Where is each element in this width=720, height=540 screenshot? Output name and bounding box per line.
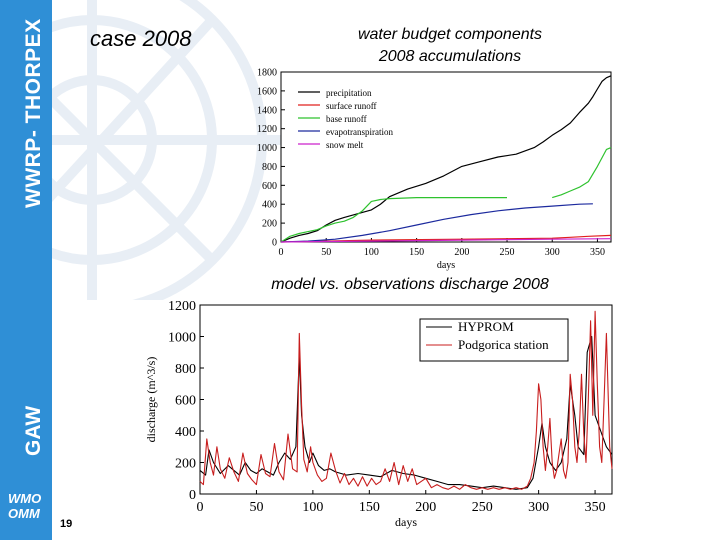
chart1-series-surface-runoff <box>280 234 612 243</box>
chart2-x-tick-label: 300 <box>528 500 549 515</box>
chart1-x-tick-label: 100 <box>364 247 379 258</box>
chart2-legend-label: Podgorica station <box>458 337 549 352</box>
chart2-series-hyprom <box>199 335 613 490</box>
chart1-x-tick-label: 350 <box>590 247 605 258</box>
chart2-x-tick-label: 100 <box>302 500 323 515</box>
logo-line-1: WMO <box>8 491 42 506</box>
chart2-y-tick-label: 0 <box>189 488 196 503</box>
chart2-y-axis-label: discharge (m^3/s) <box>144 357 158 443</box>
case-label: case 2008 <box>90 26 192 51</box>
chart2-y-tick-label: 200 <box>175 456 196 471</box>
org-label-top: WWRP- THORPEX <box>22 18 45 208</box>
chart2-x-tick-label: 350 <box>585 500 606 515</box>
chart1-x-axis-label: days <box>437 260 455 271</box>
chart1-x-tick-label: 50 <box>321 247 331 258</box>
chart2-legend-box <box>419 318 569 362</box>
chart2-series-podgorica-station <box>199 310 613 490</box>
globe-watermark-icon <box>52 0 282 300</box>
chart1-legend-label: base runoff <box>326 114 367 124</box>
chart2-plot-frame <box>199 304 613 495</box>
chart2-x-tick-label: 50 <box>249 500 263 515</box>
logo-line-2: OMM <box>8 506 40 521</box>
chart2-y-tick-label: 600 <box>175 393 196 408</box>
chart1-legend-label: surface runoff <box>326 101 377 111</box>
chart1-series-snow-melt <box>280 238 612 243</box>
bottom-chart-title: model vs. observations discharge 2008 <box>271 276 549 293</box>
chart2-y-tick-label: 1000 <box>168 330 196 345</box>
chart1-x-tick-label: 200 <box>454 247 469 258</box>
chart2-y-tick-label: 400 <box>175 425 196 440</box>
chart1-x-tick-label: 150 <box>409 247 424 258</box>
chart2-x-tick-label: 150 <box>359 500 380 515</box>
chart1-series-evapotranspiration <box>281 204 611 242</box>
chart1-series-base-runoff <box>280 147 612 243</box>
chart2-x-axis-label: days <box>395 515 417 529</box>
chart1-plot-frame <box>280 71 612 243</box>
chart2-x-tick-label: 0 <box>197 500 204 515</box>
chart2-y-tick-label: 1200 <box>168 299 196 314</box>
chart1-legend-label: snow melt <box>326 140 364 150</box>
chart2-legend-label: HYPROM <box>458 319 514 334</box>
chart1-x-tick-label: 300 <box>545 247 560 258</box>
top-chart-title: water budget components 2008 accumulatio… <box>300 24 600 68</box>
org-label-bottom: GAW <box>22 405 45 456</box>
chart1-legend-label: precipitation <box>326 88 372 98</box>
page-number: 19 <box>60 518 73 530</box>
top-chart-title-line2: 2008 accumulations <box>378 48 522 65</box>
wmo-logo-text: WMO OMM <box>8 491 41 521</box>
sidebar-band: WWRP- THORPEX GAW WMO OMM <box>0 0 52 540</box>
chart1-x-tick-label: 250 <box>500 247 515 258</box>
chart1-legend-label: evapotranspiration <box>326 127 393 137</box>
chart2-x-tick-label: 250 <box>472 500 493 515</box>
top-chart-title-line1: water budget components <box>357 26 543 43</box>
chart1-series-precipitation <box>280 75 612 243</box>
chart2-x-tick-label: 200 <box>415 500 436 515</box>
chart2-y-tick-label: 800 <box>175 362 196 377</box>
